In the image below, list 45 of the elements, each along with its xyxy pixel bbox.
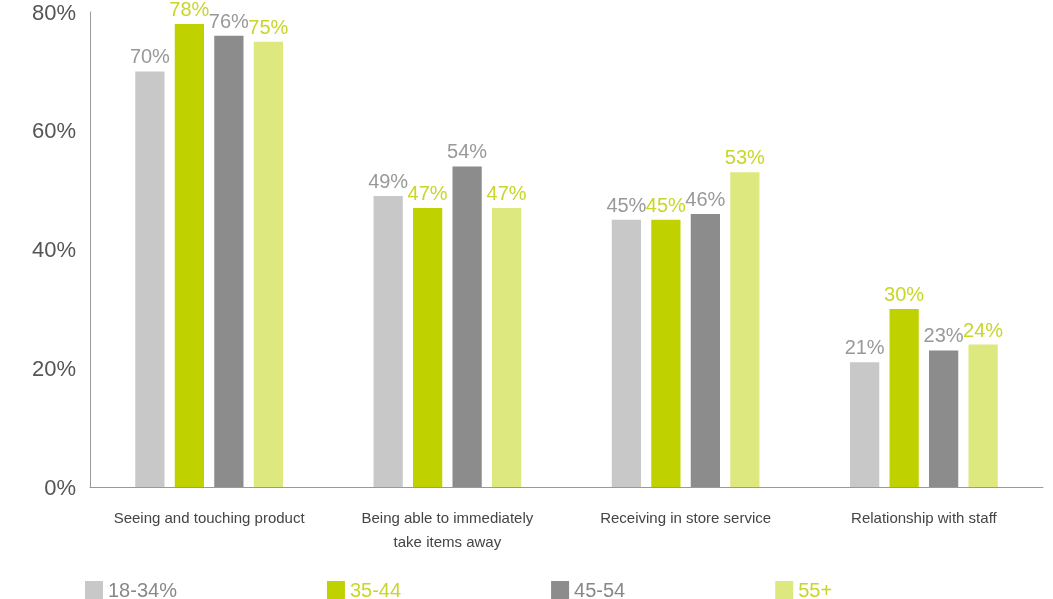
x-tick-label: Seeing and touching product — [113, 508, 306, 526]
x-tick-label: Being able to immediately take items away — [361, 508, 534, 550]
data-label: 45% — [645, 193, 687, 216]
data-label: 54% — [447, 140, 488, 163]
data-label: 70% — [129, 45, 171, 68]
y-tick-label: 40% — [31, 237, 76, 262]
bar — [968, 344, 998, 487]
y-tick-label: 20% — [31, 355, 76, 381]
data-label: 21% — [844, 336, 885, 359]
data-label: 24% — [963, 318, 1004, 341]
data-label: 46% — [685, 187, 726, 210]
bar — [413, 207, 443, 487]
data-label: 53% — [724, 146, 766, 169]
bar — [889, 308, 919, 487]
y-tick-label: 60% — [31, 118, 76, 144]
bar — [174, 23, 205, 487]
data-label: 45% — [606, 193, 647, 216]
data-label: 76% — [208, 9, 250, 32]
bar — [214, 35, 244, 487]
data-label: 47% — [407, 181, 448, 204]
legend-label: 35-44 — [349, 579, 402, 599]
bar — [611, 219, 642, 487]
bar — [373, 196, 403, 487]
data-label: 47% — [486, 181, 527, 204]
bar — [651, 219, 681, 487]
bar — [135, 71, 165, 487]
data-label: 23% — [923, 324, 964, 347]
data-label: 49% — [368, 170, 409, 193]
data-label: 78% — [169, 0, 210, 20]
x-tick-label: Relationship with staff — [851, 508, 998, 526]
data-label: 75% — [248, 15, 289, 38]
y-tick-label: 0% — [44, 474, 76, 500]
bar — [452, 166, 482, 487]
legend-label: 45-54 — [574, 579, 626, 599]
bar — [730, 172, 760, 487]
legend-label: 55+ — [798, 579, 833, 599]
bar — [253, 41, 283, 487]
legend-label: 18-34% — [108, 579, 178, 599]
bar — [928, 350, 959, 487]
bar — [491, 207, 522, 487]
y-tick-label: 80% — [31, 0, 76, 25]
data-label: 30% — [884, 282, 925, 305]
bar — [850, 362, 880, 487]
x-tick-label: Receiving in store service — [600, 508, 772, 526]
bar — [690, 213, 720, 487]
